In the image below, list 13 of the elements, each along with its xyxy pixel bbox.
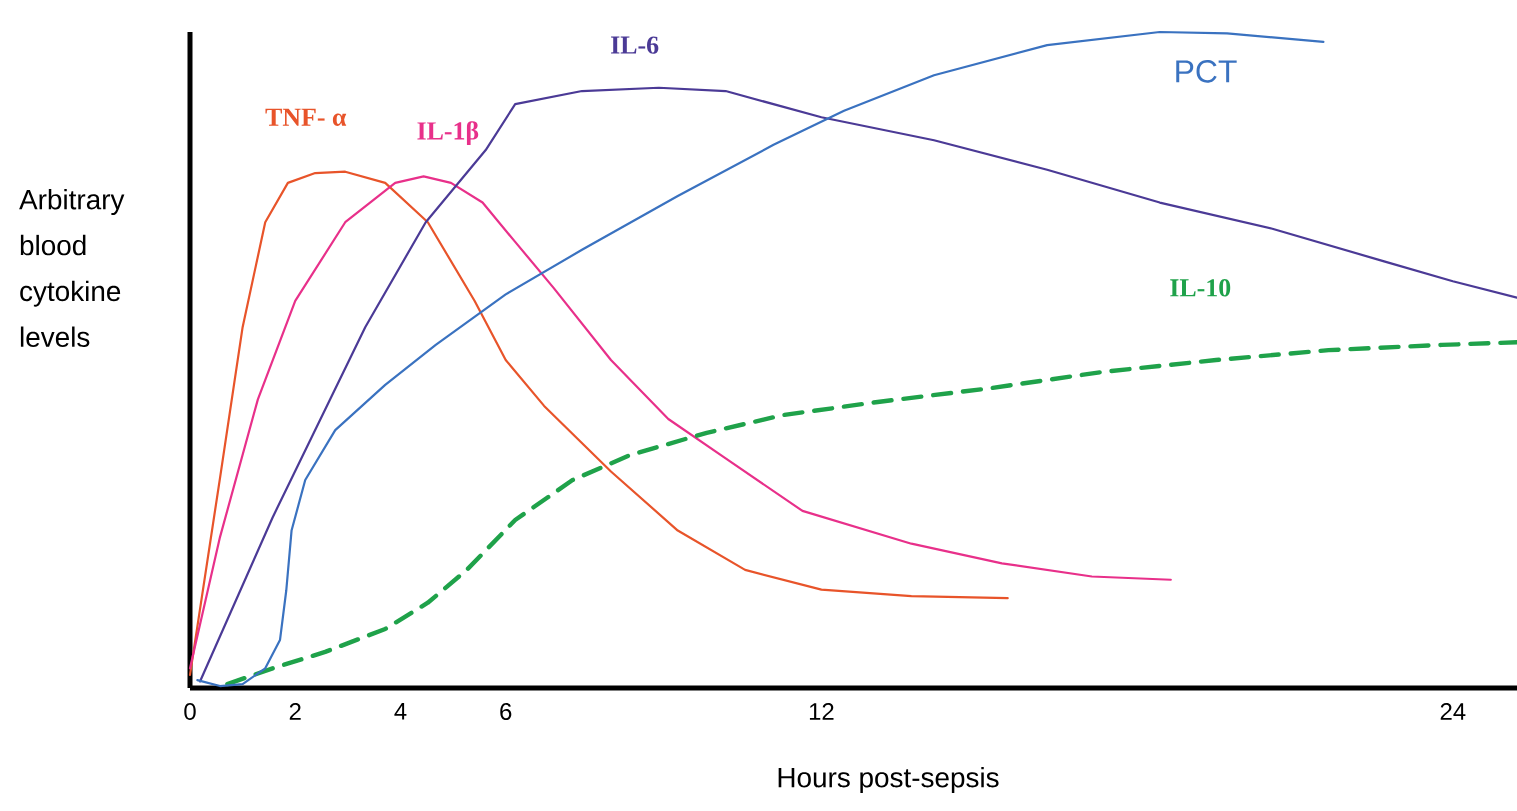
y-axis-title: Arbitrary blood cytokine levels	[19, 189, 125, 348]
x-axis-title: Hours post-sepsis	[778, 766, 999, 793]
x-tick-label: 4	[394, 703, 407, 720]
series-label: IL-1β	[417, 121, 479, 145]
x-tick-label: 24	[1440, 703, 1466, 720]
series-label: PCT	[1176, 60, 1237, 83]
x-tick-label: 12	[809, 703, 834, 720]
x-tick-label: 0	[184, 703, 196, 720]
series-label: IL-6	[611, 36, 659, 54]
series-label: TNF- α	[265, 108, 347, 126]
x-tick-label: 6	[500, 703, 512, 720]
x-tick-label: 2	[289, 703, 301, 720]
text: IL-10	[1170, 279, 1231, 297]
